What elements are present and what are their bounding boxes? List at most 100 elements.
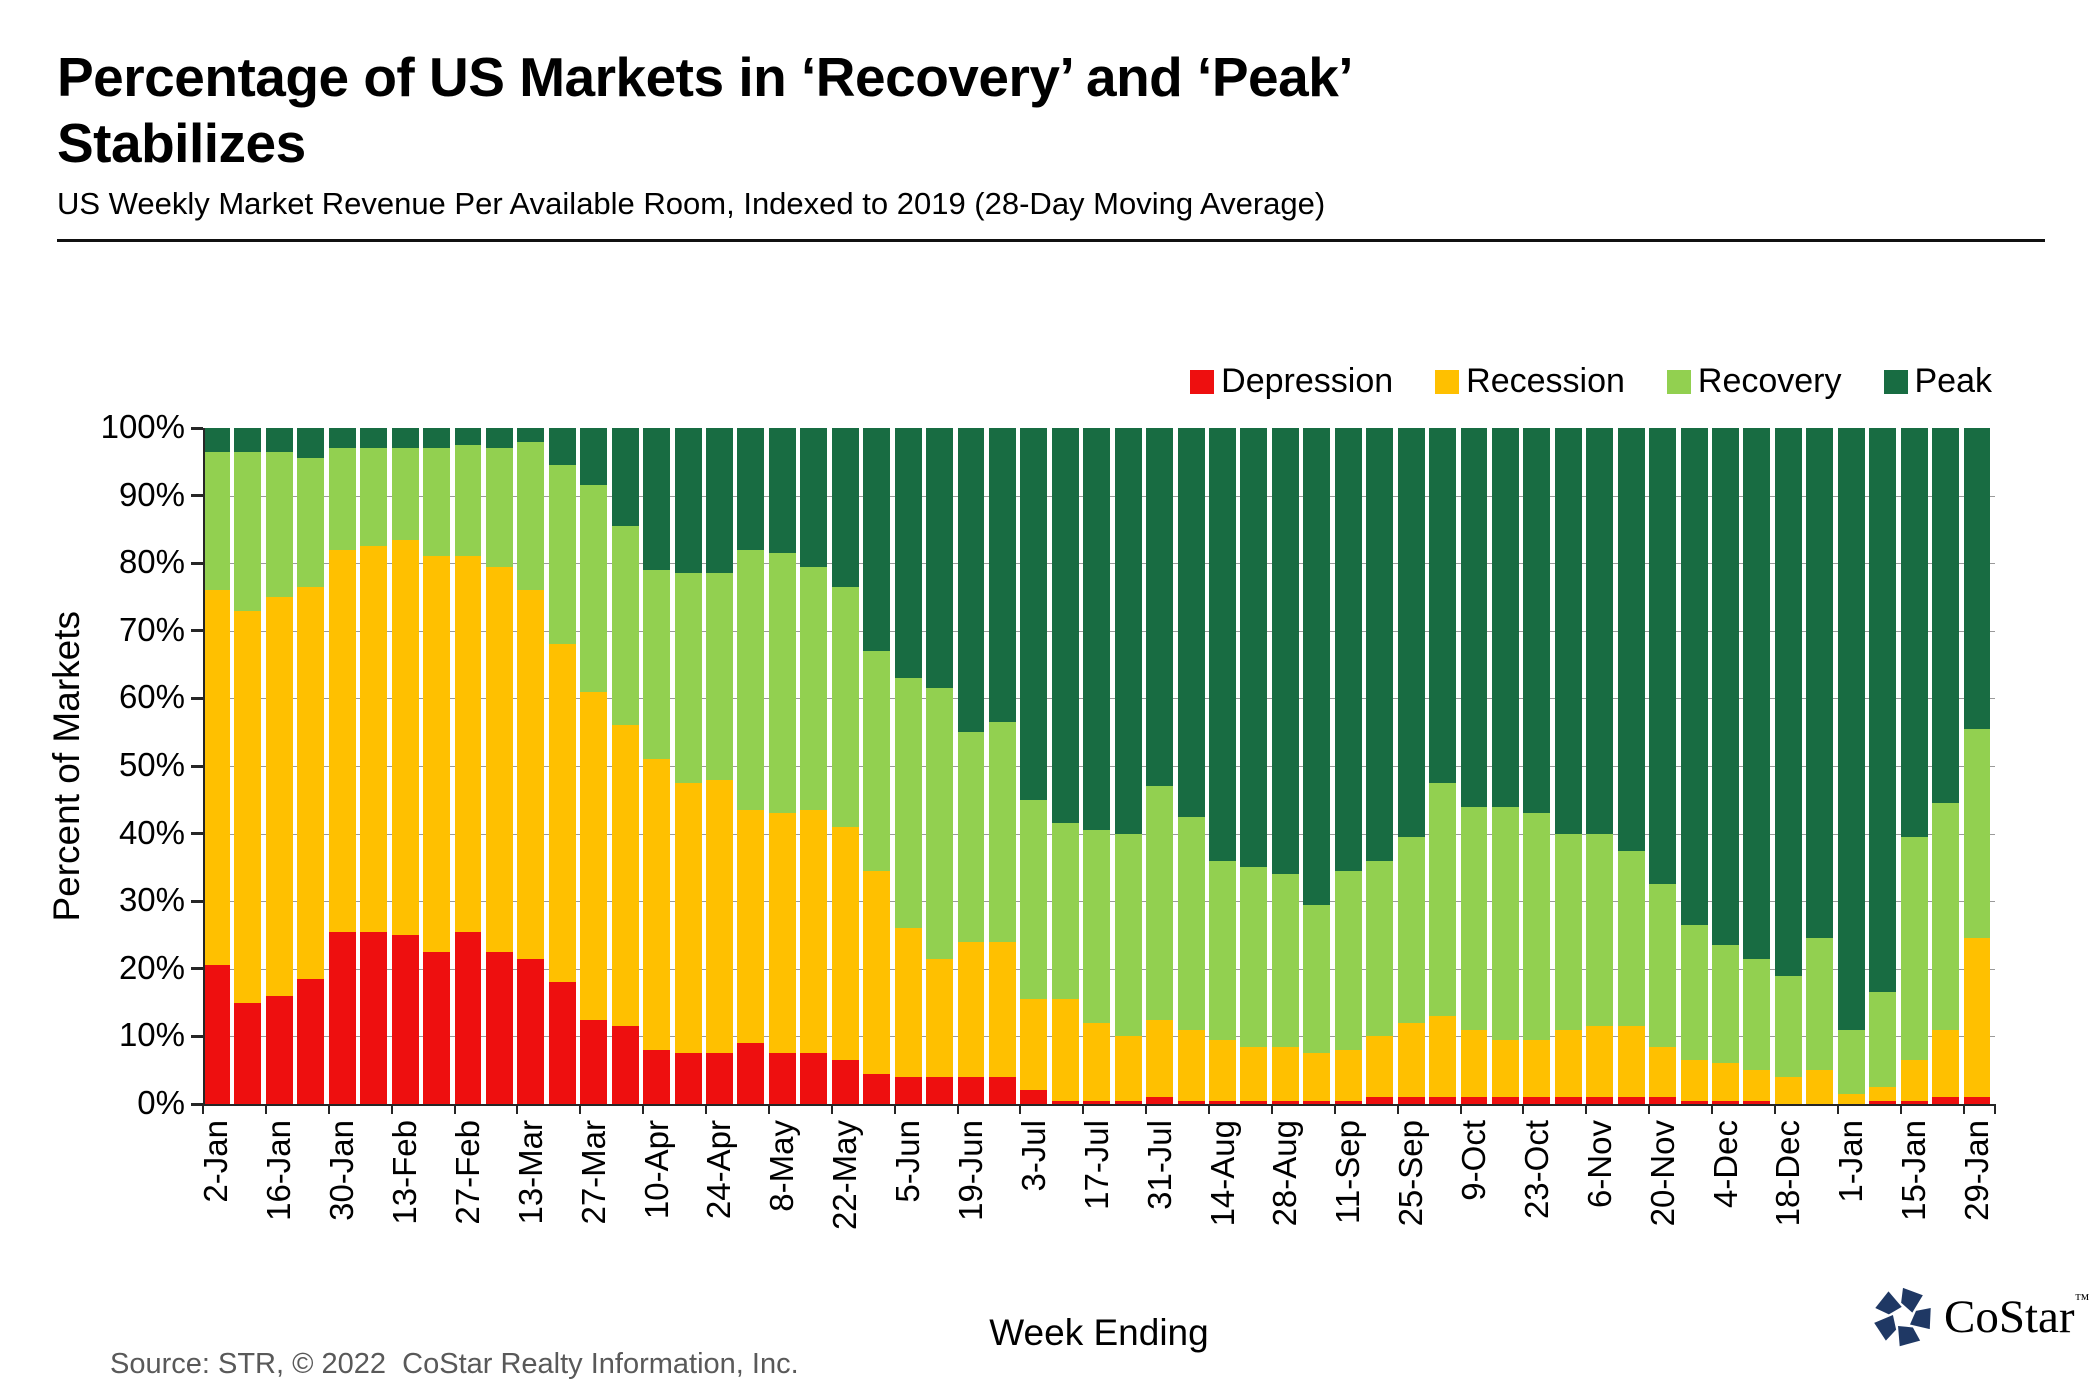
segment-depression [643,1049,671,1104]
segment-recession [1932,1029,1960,1098]
x-tick-mark [767,1104,770,1114]
segment-recovery [234,451,262,611]
segment-peak [1209,428,1236,861]
segment-peak [1240,428,1268,868]
bar-30-Oct [1554,428,1582,1104]
segment-peak [831,428,859,587]
segment-depression [1429,1097,1457,1104]
bar-13-Nov [1617,428,1645,1104]
bar-12-Jun [926,428,954,1104]
segment-recession [1397,1022,1425,1098]
segment-peak [1460,428,1488,807]
bar-24-Jul [1114,428,1142,1104]
segment-peak [1680,428,1708,925]
bar-14-Aug [1209,428,1236,1104]
segment-recession [1491,1039,1519,1098]
bar-16-Jan [265,428,293,1104]
segment-peak [1523,428,1551,814]
segment-recession [1177,1029,1205,1101]
segment-depression [360,931,388,1104]
x-tick-mark [830,1104,833,1114]
segment-recession [1712,1063,1739,1101]
segment-recession [234,610,262,1003]
x-tick-mark [1773,1104,1776,1114]
segment-recovery [1114,833,1142,1037]
segment-recession [1146,1019,1174,1098]
bar-15-May [800,428,828,1104]
segment-recovery [1712,945,1739,1064]
x-tick-mark [390,1104,393,1114]
segment-recovery [1837,1029,1865,1094]
segment-recession [297,586,325,979]
segment-recovery [1743,958,1771,1071]
segment-depression [1303,1100,1331,1104]
segment-peak [485,428,513,449]
segment-depression [1932,1097,1960,1104]
segment-recovery [1806,938,1834,1071]
segment-peak [643,428,671,570]
bar-22-Jan [1932,428,1960,1104]
segment-depression [1586,1097,1614,1104]
x-tick-label-30-Jan: 30-Jan [323,1120,361,1221]
segment-depression [1020,1090,1048,1104]
x-tick-label-24-Apr: 24-Apr [700,1120,738,1220]
bar-4-Dec [1712,428,1739,1104]
segment-recovery [297,458,325,587]
segment-peak [234,428,262,452]
segment-recession [548,644,576,983]
segment-recovery [1051,823,1079,1000]
segment-depression [611,1026,639,1104]
x-tick-label-16-Jan: 16-Jan [260,1120,298,1221]
segment-recession [517,590,545,959]
x-tick-mark [202,1104,204,1114]
bar-27-Nov [1680,428,1708,1104]
segment-recession [863,870,891,1074]
segment-recovery [1963,728,1991,939]
segment-depression [674,1053,702,1104]
legend-swatch-recovery [1666,369,1691,394]
x-tick-label-10-Apr: 10-Apr [637,1120,675,1220]
x-tick-mark [579,1104,582,1114]
segment-recession [831,826,859,1061]
bar-8-May [768,428,796,1104]
segment-depression [391,935,419,1104]
bar-30-Jan [328,428,356,1104]
segment-peak [265,428,293,452]
segment-recession [1743,1070,1771,1101]
segment-peak [517,428,545,442]
pinwheel-petal [1901,1287,1923,1313]
segment-recession [894,928,922,1077]
bar-23-Oct [1523,428,1551,1104]
x-tick-label-25-Sep: 25-Sep [1392,1120,1430,1227]
segment-depression [1240,1100,1268,1104]
segment-peak [894,428,922,679]
x-tick-mark [642,1104,645,1114]
segment-recovery [1554,833,1582,1030]
x-tick-mark [1145,1104,1148,1114]
bar-2-Jan [203,428,230,1104]
segment-peak [1303,428,1331,905]
segment-peak [1617,428,1645,851]
segment-recovery [737,549,765,810]
segment-recession [988,941,1016,1077]
x-tick-label-22-May: 22-May [826,1120,864,1231]
x-tick-label-20-Nov: 20-Nov [1643,1120,1681,1227]
segment-recovery [1680,924,1708,1061]
segment-peak [1083,428,1111,831]
title-line-1: Percentage of US Markets in ‘Recovery’ a… [57,46,1354,108]
segment-recession [1869,1087,1897,1101]
y-tick-label-50%: 50% [118,746,185,783]
segment-recovery [454,444,482,557]
x-tick-mark [1522,1104,1525,1114]
segment-depression [1177,1100,1205,1104]
bar-20-Feb [423,428,450,1104]
costar-brand-name: CoStar™ [1944,1291,2090,1343]
segment-depression [1649,1097,1677,1104]
y-tick-label-60%: 60% [118,678,185,716]
x-tick-mark [705,1104,708,1114]
x-tick-mark [956,1104,959,1114]
trademark-symbol: ™ [2074,1292,2090,1308]
bar-1-Jan [1837,428,1865,1104]
x-axis-title: Week Ending [989,1312,1209,1353]
segment-depression [203,965,230,1104]
